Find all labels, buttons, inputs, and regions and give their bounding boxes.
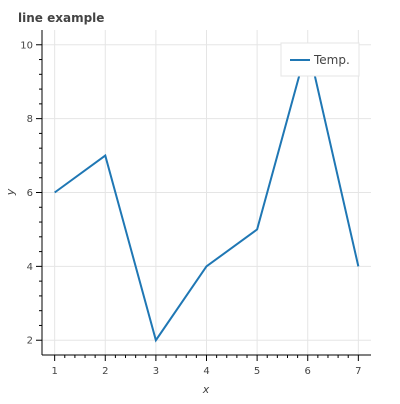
y-tick-label: 6: [27, 188, 33, 199]
legend-label-temp: Temp.: [313, 53, 350, 67]
x-axis-label: x: [202, 383, 210, 396]
x-tick-label: 2: [102, 366, 108, 377]
x-tick-label: 6: [305, 366, 311, 377]
chart-title: line example: [18, 11, 104, 25]
y-tick-label: 8: [27, 114, 33, 125]
x-tick-label: 4: [203, 366, 209, 377]
tick-labels: 1 2 3 4 5 6 7 2 4 6 8 10: [20, 40, 361, 377]
y-axis-label: y: [4, 188, 17, 196]
grid-lines: [42, 30, 371, 355]
x-tick-label: 3: [153, 366, 159, 377]
x-tick-label: 5: [254, 366, 260, 377]
legend[interactable]: Temp.: [280, 42, 360, 77]
y-tick-label: 2: [27, 336, 33, 347]
y-tick-label: 4: [27, 262, 33, 273]
y-tick-label: 10: [20, 40, 33, 51]
tick-marks: [36, 44, 359, 361]
x-tick-label: 7: [355, 366, 361, 377]
x-tick-label: 1: [51, 366, 57, 377]
